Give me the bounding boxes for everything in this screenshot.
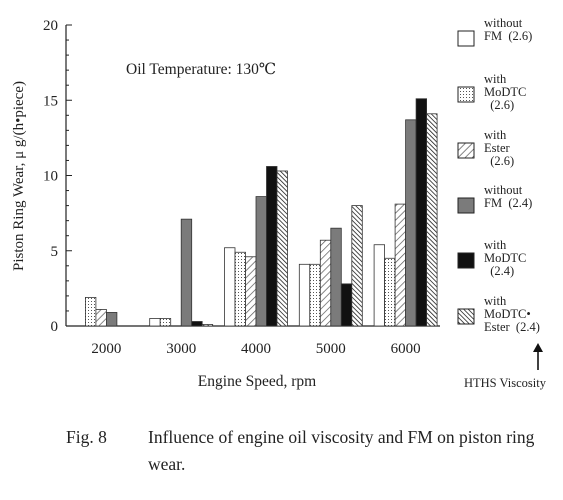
bar <box>180 218 193 327</box>
y-tick-label: 0 <box>51 319 59 335</box>
legend-label: Ester (2.4) <box>484 320 540 334</box>
legend-label: MoDTC <box>484 251 526 265</box>
bar <box>351 205 363 327</box>
bar <box>373 244 386 327</box>
legend-swatch <box>457 308 475 325</box>
bar <box>149 318 161 327</box>
x-tick-label: 2000 <box>91 341 121 357</box>
bars: 2000 3000 4000 5000 6000 <box>85 98 438 357</box>
bar <box>224 247 236 327</box>
axes: 0 5 10 15 20 <box>43 18 440 335</box>
legend-swatch <box>457 142 475 159</box>
legend-label: (2.4) <box>484 264 514 278</box>
legend-label: (2.6) <box>484 154 514 168</box>
annotation-box <box>120 54 310 82</box>
annotation-text: Oil Temperature: 130℃ <box>126 61 276 78</box>
legend-swatch <box>457 197 475 214</box>
y-tick-label: 5 <box>51 244 59 260</box>
legend-label: with <box>484 72 507 86</box>
bar <box>330 227 342 327</box>
legend-label: FM (2.6) <box>484 29 532 43</box>
bar <box>266 166 278 327</box>
caption-text: Influence of engine oil viscosity and FM… <box>148 427 535 474</box>
legend-label: with <box>484 294 507 308</box>
bar <box>405 119 417 327</box>
legend-label: MoDTC <box>484 85 526 99</box>
y-tick-label: 15 <box>43 93 58 109</box>
bar <box>245 256 257 327</box>
chart: 0 5 10 15 20 2000 3000 4000 5000 6000 Oil Temper… <box>11 16 547 390</box>
legend-arrow-head <box>533 343 543 352</box>
bar <box>319 239 332 327</box>
x-tick-label: 4000 <box>241 341 271 357</box>
bar <box>191 321 203 327</box>
bar <box>85 296 97 327</box>
legend-label: FM (2.4) <box>484 196 532 210</box>
bar <box>276 170 288 327</box>
legend-note: HTHS Viscosity <box>464 376 547 390</box>
bar <box>106 312 118 327</box>
bar <box>201 324 214 327</box>
x-tick-label: 6000 <box>391 341 421 357</box>
bar <box>309 263 321 327</box>
legend-label: MoDTC• <box>484 307 531 321</box>
legend-swatch <box>457 30 475 47</box>
legend-label: (2.6) <box>484 98 514 112</box>
legend-label: without <box>484 16 523 30</box>
bar <box>426 113 438 327</box>
caption-figure-number: Fig. 8 <box>66 427 107 447</box>
bar <box>95 309 107 327</box>
bar <box>255 196 267 327</box>
legend-swatch <box>457 252 475 269</box>
legend-swatch <box>457 86 475 103</box>
y-tick-label: 20 <box>43 18 58 34</box>
x-tick-label: 3000 <box>166 341 196 357</box>
legend-label: with <box>484 128 507 142</box>
x-axis-label: Engine Speed, rpm <box>198 373 316 390</box>
bar <box>159 318 172 327</box>
x-tick-label: 5000 <box>316 341 346 357</box>
y-tick-label: 10 <box>43 169 58 185</box>
bar <box>415 98 428 327</box>
bar <box>384 257 396 327</box>
bar <box>340 283 353 327</box>
legend-label: with <box>484 238 507 252</box>
y-axis-label: Piston Ring Wear, μ g/(h•piece) <box>11 81 27 271</box>
legend-label: Ester <box>484 141 511 155</box>
bar <box>394 203 407 327</box>
bar <box>298 263 311 327</box>
legend-label: without <box>484 183 523 197</box>
bar <box>234 251 246 327</box>
